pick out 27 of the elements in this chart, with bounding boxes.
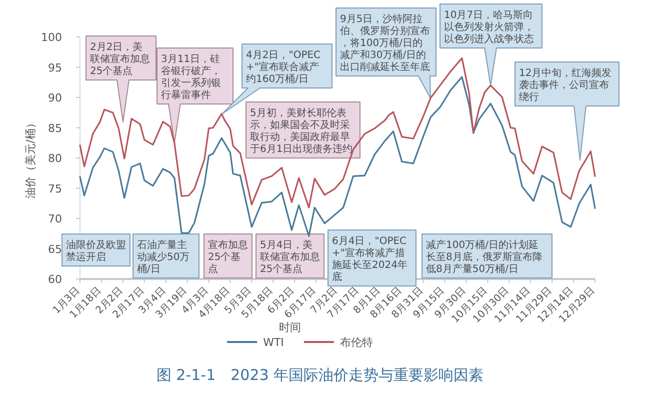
annotation: 10月7日，哈马斯向以色列发射火箭弹，以色列进入战争状态: [444, 9, 534, 45]
legend-label: WTI: [263, 336, 284, 349]
annotation: 油限价及欧盟禁运开启: [66, 239, 126, 263]
annotation: 6月4日，"OPEC+"宣布将减产措施延长至2024年底: [332, 236, 408, 283]
caption: 图 2-1-1 2023 年国际油价走势与重要影响因素: [156, 366, 484, 384]
y-tick-label: 60: [48, 273, 62, 286]
y-tick-label: 95: [48, 61, 62, 74]
y-tick-label: 90: [48, 92, 62, 104]
annotation: 9月5日，沙特阿拉伯、俄罗斯分别宣布，将100万桶/日的减产和30万桶/日的出口削减延长至年底: [340, 13, 430, 73]
annotation: 石油产量主动减少50万桶/日: [137, 239, 190, 275]
y-axis-title: 油价（美元/桶）: [24, 118, 37, 198]
legend-label: 布伦特: [340, 336, 373, 349]
annotation: 5月初，美财长耶伦表示，如果国会不及时采取行动，美国政府最早于6月1日出现债务违约: [250, 107, 353, 155]
annotation: 4月2日，"OPEC+"宣布联合减产约160万桶/日: [246, 50, 321, 85]
y-tick-label: 65: [48, 242, 62, 256]
annotation: 减产100万桶/日的计划延长至8月底，俄罗斯宣布降低8月产量50万桶/日: [426, 239, 542, 275]
annotation: 宣布加息25个基点: [208, 239, 248, 275]
y-tick-label: 85: [48, 122, 62, 135]
annotation: 12月中旬，红海频发袭击事件，公司宣布绕行: [519, 67, 612, 103]
y-tick-label: 70: [48, 212, 62, 226]
annotation: 5月4日，美联储宣布加息25个基点: [260, 239, 320, 275]
y-tick-label: 80: [48, 152, 62, 165]
x-axis-title: 时间: [279, 321, 301, 334]
y-tick-label: 75: [48, 182, 62, 196]
y-tick-label: 100: [41, 31, 62, 44]
annotation: 2月2日，美联储宣布加息25个基点: [90, 41, 150, 77]
annotation: 3月11日，硅谷银行破产，引发一系列银行暴雷事件: [161, 53, 221, 101]
